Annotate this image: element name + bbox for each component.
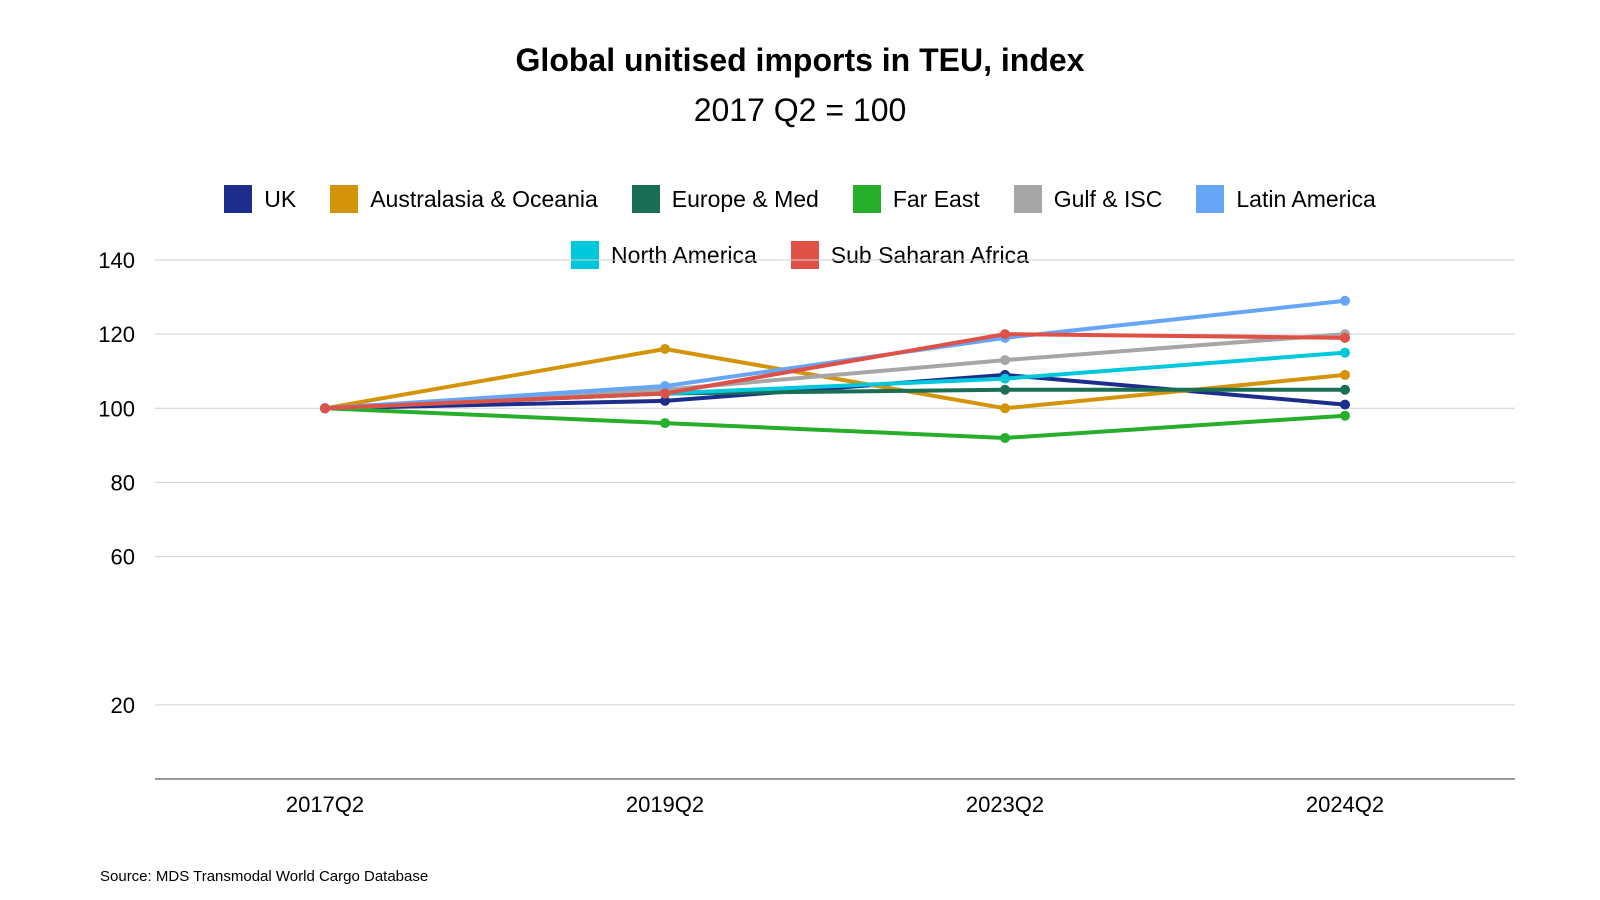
- legend-swatch: [330, 185, 359, 213]
- legend-item: Latin America: [1196, 184, 1376, 214]
- data-point: [1000, 432, 1010, 443]
- data-point: [1000, 355, 1010, 366]
- data-point: [1000, 384, 1010, 395]
- legend-item: Australasia & Oceania: [330, 184, 598, 214]
- x-tick-label: 2024Q2: [1306, 792, 1384, 817]
- legend-item: UK: [224, 184, 296, 214]
- y-tick-label: 100: [98, 396, 135, 421]
- legend-swatch: [852, 185, 881, 213]
- y-tick-label: 120: [98, 322, 135, 347]
- legend-label: Far East: [892, 185, 980, 212]
- series-lines: [323, 298, 1347, 440]
- data-point: [1340, 410, 1350, 421]
- legend-swatch: [571, 241, 600, 269]
- legend-label: Australasia & Oceania: [370, 185, 598, 212]
- data-point: [320, 403, 330, 414]
- x-tick-label: 2017Q2: [286, 792, 364, 817]
- x-tick-label: 2019Q2: [626, 792, 704, 817]
- data-point: [1340, 295, 1350, 306]
- legend-label: Gulf & ISC: [1053, 185, 1163, 212]
- legend-label: North America: [611, 241, 757, 268]
- x-axis: 2017Q2 2019Q2 2023Q2 2024Q2: [155, 778, 1515, 817]
- series-line: [323, 406, 1347, 440]
- y-tick-label: 80: [111, 470, 135, 495]
- y-tick-label: 20: [111, 693, 135, 718]
- data-point: [1340, 399, 1350, 410]
- legend-row-2: North America Sub Saharan Africa: [0, 240, 1600, 270]
- data-point: [1000, 403, 1010, 414]
- legend-swatch: [1196, 185, 1225, 213]
- legend-item: Europe & Med: [631, 184, 819, 214]
- legend-swatch: [1013, 185, 1042, 213]
- data-point: [1340, 369, 1350, 380]
- series-line: [323, 332, 1347, 411]
- legend-item: North America: [571, 240, 757, 270]
- legend-label: UK: [264, 185, 297, 212]
- data-point: [660, 381, 670, 392]
- grid-lines: [155, 259, 1515, 706]
- data-point: [660, 395, 670, 406]
- chart-title: Global unitised imports in TEU, index: [515, 42, 1085, 78]
- data-point: [1340, 384, 1350, 395]
- legend-item: Far East: [852, 184, 980, 214]
- legend-row-1: UK Australasia & Oceania Europe & Med Far E…: [0, 184, 1600, 214]
- data-point: [1340, 347, 1350, 358]
- legend-swatch: [631, 185, 660, 213]
- legend-swatch: [790, 241, 819, 269]
- y-tick-label: 140: [98, 248, 135, 273]
- y-tick-label: 60: [111, 545, 135, 570]
- source-note: Source: MDS Transmodal World Cargo Datab…: [100, 868, 429, 885]
- data-point: [660, 418, 670, 429]
- y-axis: 20 60 80 100 120 140: [98, 248, 135, 718]
- series-points: [320, 295, 1350, 443]
- legend-item: Gulf & ISC: [1013, 184, 1163, 214]
- legend-swatch: [224, 185, 253, 213]
- x-tick-label: 2023Q2: [966, 792, 1044, 817]
- data-point: [1000, 329, 1010, 340]
- legend-label: Sub Saharan Africa: [830, 241, 1029, 268]
- data-point: [660, 388, 670, 399]
- legend-label: Latin America: [1236, 185, 1376, 212]
- data-point: [1340, 332, 1350, 343]
- data-point: [1000, 373, 1010, 384]
- legend-item: Sub Saharan Africa: [790, 240, 1029, 270]
- data-point: [660, 343, 670, 354]
- legend-label: Europe & Med: [671, 185, 819, 212]
- chart-subtitle: 2017 Q2 = 100: [693, 92, 907, 128]
